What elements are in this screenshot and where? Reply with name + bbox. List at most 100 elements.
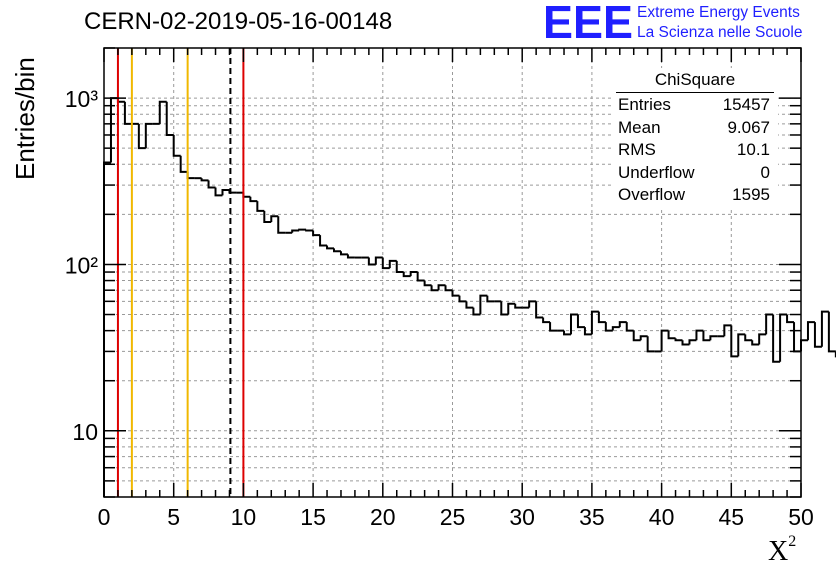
histogram-bin (374, 256, 383, 265)
y-tick-label: 10³ (65, 86, 99, 112)
chart-title: CERN-02-2019-05-16-00148 (84, 8, 393, 35)
histogram-bin (813, 322, 822, 348)
stats-row: RMS 10.1 (612, 138, 778, 161)
histogram-bin (256, 201, 265, 212)
histogram-bin (437, 284, 446, 291)
stats-box: ChiSquare Entries 15457 Mean 9.067 RMS 1… (612, 68, 778, 208)
histogram-bin (563, 330, 571, 336)
x-tick-label: 40 (649, 504, 675, 530)
x-tick-label: 35 (579, 504, 605, 530)
histogram-bin (137, 123, 146, 150)
histogram-bin (646, 336, 655, 353)
histogram-bin (402, 272, 411, 278)
x-tick-label: 10 (231, 504, 257, 530)
eee-logo: EEE (543, 2, 633, 42)
histogram-bin (326, 245, 335, 250)
histogram-bin (472, 307, 481, 316)
logo-caption-line2: La Scienza nelle Scuole (637, 24, 803, 41)
histogram-bin (528, 300, 537, 308)
histogram-bin (688, 339, 697, 345)
histogram-bin (604, 322, 613, 332)
histogram-bin (786, 314, 795, 324)
histogram-bin (744, 334, 753, 342)
stats-divider (616, 92, 774, 93)
histogram-bin (423, 280, 432, 287)
stats-label: RMS (618, 140, 656, 159)
histogram-bin (827, 311, 836, 353)
histogram-bin (319, 235, 328, 247)
histogram-bin (158, 100, 167, 124)
histogram-bin (660, 329, 669, 352)
histogram-bin (388, 259, 397, 269)
y-axis-label: Entries/bin (10, 57, 40, 180)
logo-caption-line1: Extreme Energy Events (637, 4, 800, 21)
stats-label: Mean (618, 117, 661, 137)
histogram-bin (298, 228, 307, 231)
stats-label: Underflow (618, 162, 695, 182)
histogram-bin (242, 192, 251, 198)
histogram-bin (277, 216, 286, 234)
x-tick-label: 25 (440, 504, 466, 530)
x-tick-label: 45 (719, 504, 745, 530)
histogram-bin (772, 314, 781, 363)
histogram-bin (465, 301, 474, 309)
histogram-bin (291, 229, 300, 233)
x-tick-label: 50 (788, 504, 814, 530)
histogram-bin (542, 317, 551, 324)
histogram-bin (500, 301, 509, 316)
histogram-bin (263, 210, 272, 223)
histogram-bin (458, 295, 467, 303)
stats-value: 1595 (732, 185, 770, 204)
histogram-bin (339, 251, 348, 256)
stats-value: 9.067 (727, 117, 770, 137)
histogram-bin (618, 321, 627, 328)
histogram-bin (381, 257, 390, 270)
histogram-bin (625, 322, 634, 332)
stats-label: Overflow (618, 185, 686, 204)
histogram-bin (312, 230, 321, 237)
histogram-bin (249, 196, 258, 203)
histogram-bin (486, 295, 495, 303)
histogram-bin (793, 322, 801, 353)
x-tick-label: 15 (300, 504, 326, 530)
x-tick-label: 0 (98, 504, 111, 530)
stats-value: 15457 (722, 95, 770, 114)
histogram-bin (758, 333, 767, 345)
histogram-bin (590, 310, 599, 335)
histogram-bin (674, 338, 683, 342)
histogram-bin (430, 285, 439, 292)
histogram-bin (270, 215, 279, 222)
histogram-bin (639, 335, 648, 341)
histogram-bin (737, 333, 746, 357)
stats-value: 0 (760, 162, 770, 182)
y-tick-label: 10² (65, 252, 99, 278)
histogram-bin (765, 313, 774, 335)
histogram-bin (569, 313, 578, 335)
axes: 0 5 10 15 20 25 30 35 40 45 50 10 10² 10³ (65, 47, 814, 530)
histogram-bin (346, 254, 355, 259)
histogram-bin (695, 329, 704, 341)
histogram-bin (507, 302, 516, 315)
histogram-bin (109, 97, 118, 163)
histogram-bin (207, 180, 216, 189)
grid-lines (104, 48, 801, 497)
histogram-bin (576, 314, 585, 329)
histogram-bin (702, 330, 711, 342)
stats-title: ChiSquare (654, 70, 736, 89)
histogram-bin (681, 340, 690, 346)
histogram-bin (409, 271, 418, 277)
histogram-bin (123, 101, 132, 125)
histogram-bin (333, 248, 341, 253)
stats-row: Underflow 0 (612, 161, 778, 184)
y-axis-label-wrap: Entries/bin (10, 57, 40, 180)
histogram-bin (549, 322, 558, 332)
histogram-bin (806, 321, 815, 341)
histogram-bars (103, 97, 836, 497)
histogram-bin (165, 101, 174, 136)
reference-lines (116, 48, 245, 497)
histogram-bin (597, 311, 606, 324)
histogram-bin (514, 303, 523, 309)
histogram-bin (611, 326, 620, 331)
stats-row: Entries 15457 (612, 93, 778, 116)
